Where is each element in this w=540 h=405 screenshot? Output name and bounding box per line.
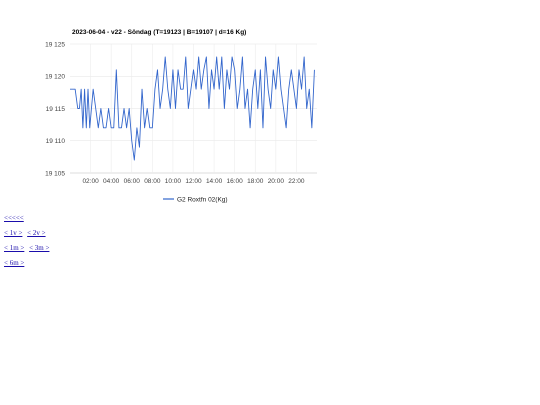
y-tick-label: 19 110 [46,138,66,145]
x-tick-label: 18:00 [247,178,264,185]
nav-link-6m[interactable]: < 6m > [4,259,25,267]
x-tick-label: 04:00 [103,178,120,185]
x-tick-label: 14:00 [206,178,223,185]
x-tick-label: 06:00 [124,178,141,185]
y-tick-label: 19 105 [45,170,65,177]
x-tick-label: 10:00 [165,178,182,185]
x-tick-label: 20:00 [268,178,285,185]
weight-line-chart: 2023-06-04 - v22 - Söndag (T=19123 | B=1… [45,29,317,204]
x-tick-label: 08:00 [144,178,161,185]
x-tick-label: 12:00 [185,178,202,185]
nav-link-1m[interactable]: < 1m > [4,244,25,252]
series-line [70,56,315,161]
legend: G2 Roxtfn 02(Kg) [163,197,228,204]
y-tick-label: 19 115 [46,106,66,113]
y-axis-ticks: 19 105 19 110 19 115 19 120 19 125 [45,41,65,177]
chart-title: 2023-06-04 - v22 - Söndag (T=19123 | B=1… [72,29,246,36]
x-tick-label: 22:00 [288,178,305,185]
grid-lines [70,43,317,174]
x-tick-label: 16:00 [227,178,244,185]
nav-link-1v[interactable]: < 1v > [4,229,23,237]
nav-link-back-all[interactable]: <<<<< [4,214,24,222]
nav-row-3: < 1m > < 3m > [4,244,49,253]
y-tick-label: 19 125 [45,41,65,48]
x-axis-ticks: 02:00 04:00 06:00 08:00 10:00 12:00 14:00 16:00… [82,178,304,185]
nav-row-2: < 1v > < 2v > [4,229,46,238]
y-tick-label: 19 120 [45,74,65,81]
nav-row-4: < 6m > [4,259,24,268]
legend-label: G2 Roxtfn 02(Kg) [177,197,228,204]
nav-link-2v[interactable]: < 2v > [27,229,46,237]
nav-link-3m[interactable]: < 3m > [29,244,50,252]
nav-row-1: <<<<< [4,214,24,223]
x-tick-label: 02:00 [82,178,99,185]
